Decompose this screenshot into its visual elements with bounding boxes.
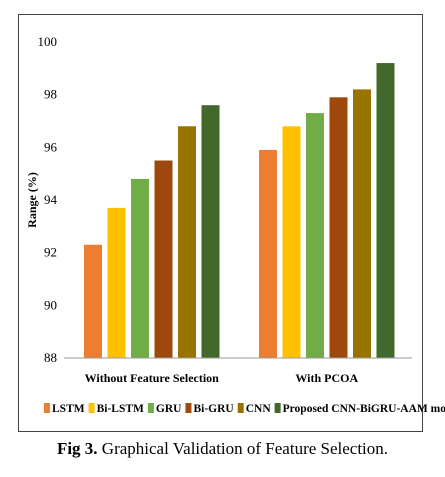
bar [201,105,220,358]
y-tick-label: 88 [44,350,57,365]
bar [107,207,126,358]
legend-swatch [44,403,50,413]
legend-entry: Proposed CNN-BiGRU-AAM model [283,403,445,415]
category-labels: Without Feature Selection With PCOA [85,371,359,385]
category-label: With PCOA [295,371,358,385]
bar [259,149,277,358]
y-axis-title: Range (%) [25,172,39,228]
legend-swatch [185,403,192,413]
y-tick-label: 96 [44,139,58,154]
legend-swatch [88,403,95,413]
y-tick-label: 90 [44,297,57,312]
category-label: Without Feature Selection [85,371,220,385]
bar [131,178,149,358]
bars [84,63,395,359]
y-tick-label: 92 [44,245,57,260]
bar [178,126,196,359]
bar [376,63,395,359]
y-tick-label: 100 [38,34,58,49]
bar [306,113,324,358]
legend-entry: GRU [156,403,182,415]
legend-swatch [147,403,154,413]
figure-caption: Fig 3. Graphical Validation of Feature S… [0,439,445,459]
caption-label: Fig 3. [56,439,98,458]
bar [84,244,102,358]
legend-entry: Bi-GRU [193,403,234,415]
legend-entry: CNN [246,403,272,415]
bar [353,89,371,359]
legend: LSTM Bi-LSTM GRU Bi-GRU CNN Proposed CNN-BiGR… [44,403,445,415]
y-axis-ticks: 88 90 92 94 96 98 100 [38,34,58,365]
bar [154,160,173,358]
legend-entry: LSTM [52,403,85,415]
y-tick-label: 94 [44,192,58,207]
legend-swatch [237,403,244,413]
caption-text: Graphical Validation of Feature Selectio… [97,439,389,458]
legend-swatch [274,403,281,413]
bar [282,126,301,359]
bar [329,97,348,359]
y-tick-label: 98 [44,87,57,102]
legend-entry: Bi-LSTM [97,403,144,415]
